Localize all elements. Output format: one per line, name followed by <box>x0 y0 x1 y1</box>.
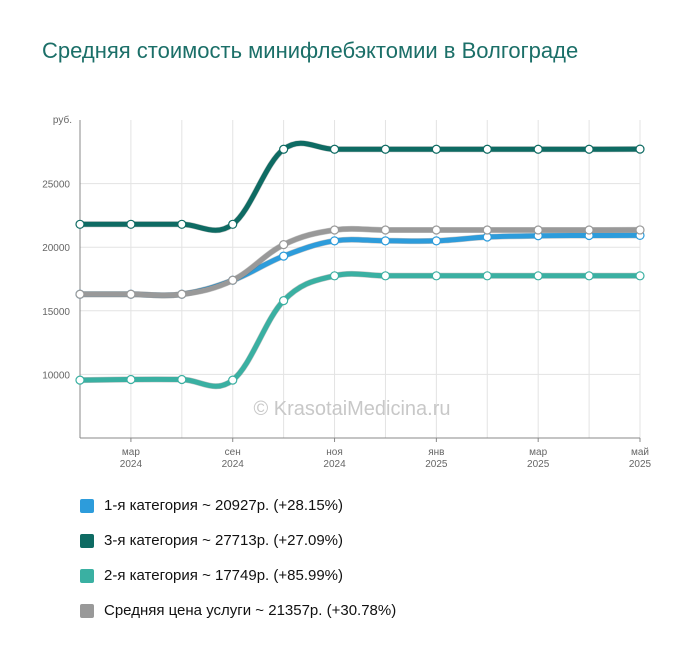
series-line-shadow <box>77 232 643 299</box>
legend-label: 1-я категория ~ 20927р. (+28.15%) <box>104 497 344 514</box>
data-point[interactable] <box>75 375 85 385</box>
legend-swatch <box>80 533 94 548</box>
data-point[interactable] <box>431 144 441 154</box>
watermark: © KrasotaiMedicina.ru <box>253 398 450 420</box>
data-point[interactable] <box>380 271 391 281</box>
x-tick-month: май <box>631 447 649 458</box>
legend-swatch <box>80 603 94 618</box>
data-point[interactable] <box>126 374 136 385</box>
legend-item-average[interactable]: Средняя цена услуги ~ 21357р. (+30.78%) <box>80 593 396 628</box>
x-tick-month: янв <box>428 447 444 458</box>
data-point[interactable] <box>635 144 645 154</box>
data-point[interactable] <box>584 271 594 281</box>
data-point[interactable] <box>329 144 340 154</box>
data-point[interactable] <box>228 275 238 285</box>
y-axis-unit: руб. <box>53 114 72 126</box>
data-point[interactable] <box>635 271 645 281</box>
legend-item-1[interactable]: 1-я категория ~ 20927р. (+28.15%) <box>80 488 396 523</box>
x-axis: мар2024сен2024ноя2024янв2025мар2025май20… <box>80 437 652 470</box>
data-point[interactable] <box>177 289 187 299</box>
data-point[interactable] <box>380 236 391 246</box>
data-point[interactable] <box>279 251 289 261</box>
data-point[interactable] <box>75 219 85 229</box>
data-point[interactable] <box>126 219 136 229</box>
data-point[interactable] <box>177 219 187 229</box>
y-tick-label: 15000 <box>42 307 70 318</box>
data-point[interactable] <box>533 225 543 235</box>
data-point[interactable] <box>228 375 238 385</box>
grid <box>79 120 641 438</box>
legend-label: Средняя цена услуги ~ 21357р. (+30.78%) <box>104 602 397 619</box>
x-tick-year: 2025 <box>425 459 448 470</box>
series-2 <box>75 230 645 299</box>
data-point[interactable] <box>380 144 391 154</box>
data-point[interactable] <box>126 289 136 299</box>
data-point[interactable] <box>533 144 543 154</box>
legend-label: 3-я категория ~ 27713р. (+27.09%) <box>104 532 344 549</box>
data-point[interactable] <box>279 144 289 154</box>
legend-swatch <box>80 498 94 513</box>
data-point[interactable] <box>584 144 594 154</box>
data-point[interactable] <box>329 225 340 235</box>
data-point[interactable] <box>482 225 492 235</box>
legend-item-2[interactable]: 2-я категория ~ 17749р. (+85.99%) <box>80 558 396 593</box>
y-tick-label: 10000 <box>42 370 70 381</box>
chart-title: Средняя стоимость минифлебэктомии в Волг… <box>42 38 579 63</box>
x-tick-year: 2024 <box>222 459 245 470</box>
legend: 1-я категория ~ 20927р. (+28.15%) 3-я ка… <box>80 488 396 628</box>
y-tick-label: 25000 <box>42 180 70 191</box>
data-point[interactable] <box>279 296 289 306</box>
x-tick-month: ноя <box>326 447 343 458</box>
data-point[interactable] <box>482 144 492 154</box>
data-point[interactable] <box>431 225 441 235</box>
series-line-shadow <box>77 140 643 234</box>
series-4 <box>75 140 645 234</box>
series-layer <box>75 140 645 390</box>
data-point[interactable] <box>177 374 187 385</box>
x-tick-month: мар <box>122 447 140 458</box>
data-point[interactable] <box>431 271 441 281</box>
legend-label: 2-я категория ~ 17749р. (+85.99%) <box>104 567 344 584</box>
data-point[interactable] <box>279 240 289 250</box>
series-3 <box>75 225 645 299</box>
x-tick-year: 2024 <box>120 459 143 470</box>
x-tick-year: 2024 <box>323 459 346 470</box>
data-point[interactable] <box>584 225 594 235</box>
series-line <box>77 140 643 233</box>
series-line <box>77 271 643 389</box>
x-tick-month: сен <box>225 447 241 458</box>
y-axis: 10000 15000 20000 25000 руб. <box>42 114 81 438</box>
data-point[interactable] <box>329 271 340 281</box>
legend-item-3[interactable]: 3-я категория ~ 27713р. (+27.09%) <box>80 523 396 558</box>
data-point[interactable] <box>431 236 441 246</box>
data-point[interactable] <box>635 225 645 235</box>
data-point[interactable] <box>533 271 543 281</box>
series-line <box>77 232 643 298</box>
x-tick-year: 2025 <box>629 459 652 470</box>
legend-swatch <box>80 568 94 583</box>
x-tick-year: 2025 <box>527 459 550 470</box>
data-point[interactable] <box>482 271 492 281</box>
series-1 <box>75 270 645 390</box>
data-point[interactable] <box>329 236 340 246</box>
y-tick-label: 20000 <box>42 243 70 254</box>
data-point[interactable] <box>228 219 238 229</box>
x-tick-month: мар <box>529 447 547 458</box>
data-point[interactable] <box>380 225 391 235</box>
data-point[interactable] <box>75 289 85 299</box>
series-line-shadow <box>77 270 643 390</box>
